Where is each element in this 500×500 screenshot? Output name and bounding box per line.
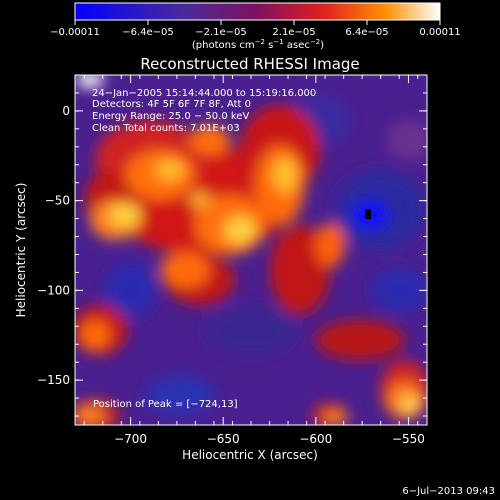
annotation-energy: Energy Range: 25.0 − 50.0 keV	[92, 111, 249, 122]
x-tick-label: −600	[299, 432, 332, 446]
x-tick-label: −650	[207, 432, 240, 446]
annotation-detectors: Detectors: 4F 5F 6F 7F 8F, Att 0	[92, 99, 251, 110]
colorbar	[74, 2, 441, 21]
colorbar-tick-label: −6.4e−05	[122, 27, 174, 38]
y-axis: 0 −50 −100 −150	[37, 92, 427, 417]
annotation-time: 24−Jan−2005 15:14:44.000 to 15:19:16.000	[92, 88, 316, 99]
colorbar-tick-label: 6.4e−05	[345, 27, 388, 38]
colorbar-tick-label: 2.1e−05	[272, 27, 315, 38]
x-axis-label: Heliocentric X (arcsec)	[182, 448, 318, 462]
colorbar-tick-label: 0.00011	[419, 27, 460, 38]
colorbar-labels: −0.00011 −6.4e−05 −2.1e−05 2.1e−05 6.4e−05 0.…	[50, 27, 461, 38]
colorbar-ticks	[74, 20, 441, 25]
y-tick-label: −100	[37, 283, 70, 297]
chart-title: Reconstructed RHESSI Image	[140, 55, 359, 73]
x-axis: −700 −650 −600 −550	[83, 75, 425, 446]
footer-date: 6−Jul−2013 09:43	[402, 486, 495, 497]
y-tick-label: −50	[45, 194, 70, 208]
colorbar-tick-label: −0.00011	[50, 27, 100, 38]
annotations: 24−Jan−2005 15:14:44.000 to 15:19:16.000…	[92, 88, 316, 410]
x-tick-label: −550	[392, 432, 425, 446]
annotation-clean: Clean Total counts: 7.01E+03	[92, 123, 240, 134]
annotation-peak: Position of Peak = [−724,13]	[93, 399, 238, 410]
y-tick-label: 0	[62, 104, 70, 118]
heatmap-image	[75, 75, 427, 425]
x-tick-label: −700	[114, 432, 147, 446]
y-axis-label: Heliocentric Y (arcsec)	[14, 183, 28, 318]
colorbar-unit: (photons cm−2 s−1 asec−2)	[192, 38, 324, 51]
colorbar-tick-label: −2.1e−05	[195, 27, 247, 38]
y-tick-label: −150	[37, 373, 70, 387]
